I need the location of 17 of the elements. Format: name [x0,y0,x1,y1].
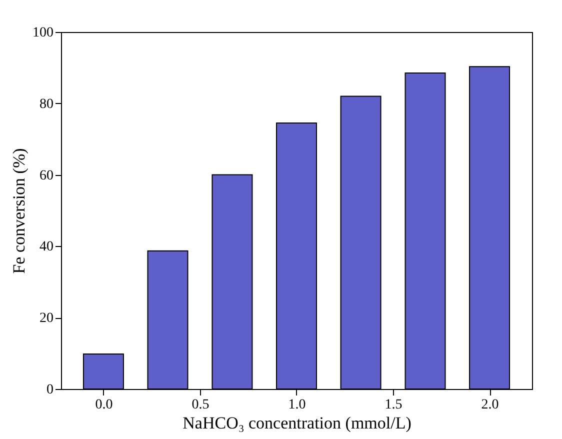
bar [212,174,253,390]
x-tick-label: 2.0 [481,398,499,412]
y-tick-label: 100 [32,26,54,40]
x-tick-label: 1.0 [288,398,306,412]
y-axis-title: Fe conversion (%) [10,148,28,274]
y-tick-label: 60 [40,168,54,184]
bar [147,250,188,390]
y-tick-label: 20 [40,311,54,326]
x-tick-label: 0.0 [95,398,113,412]
y-tick-label: 40 [40,240,54,255]
bar [340,96,382,390]
x-tick-label: 0.5 [192,398,210,412]
x-axis-title: NaHCO₃ concentration (mmol/L) [182,414,412,432]
y-tick-label: 80 [40,96,54,112]
y-tick-label: 0 [46,382,54,398]
x-tick-label: 1.5 [384,398,402,412]
bar [404,72,446,390]
